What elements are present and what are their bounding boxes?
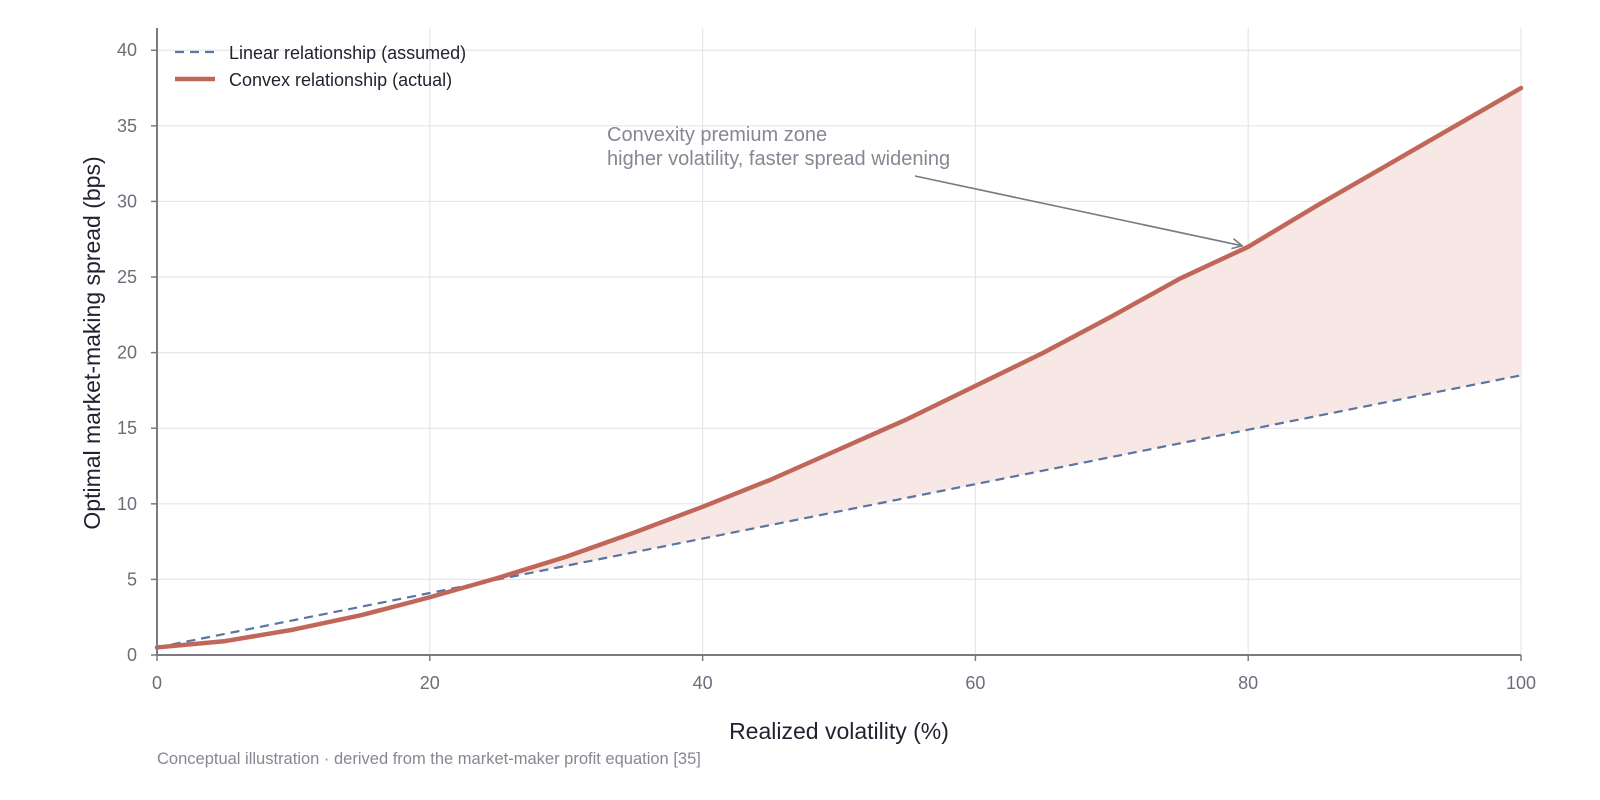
y-tick-label: 10 [117, 494, 137, 514]
annotation-line-2: higher volatility, faster spread widenin… [607, 148, 950, 170]
legend-label-linear: Linear relationship (assumed) [229, 43, 466, 63]
y-tick-label: 40 [117, 40, 137, 60]
series-layer [154, 85, 1524, 650]
x-tick-label: 20 [420, 673, 440, 693]
tick-labels: 0 20 40 60 80 100 0 5 10 15 20 25 30 35 40 [117, 40, 1536, 693]
series-line-convex [154, 85, 1524, 650]
chart-caption: Conceptual illustration · derived from t… [157, 750, 701, 768]
axes [151, 28, 1522, 661]
x-tick-label: 60 [965, 673, 985, 693]
x-tick-label: 40 [693, 673, 713, 693]
y-tick-label: 15 [117, 418, 137, 438]
annotation-arrow [914, 175, 1242, 246]
convexity-fill-layer [484, 88, 1521, 583]
y-tick-label: 30 [117, 191, 137, 211]
legend: Linear relationship (assumed) Convex rel… [175, 43, 466, 90]
y-axis-label: Optimal market-making spread (bps) [79, 156, 105, 529]
y-tick-label: 20 [117, 343, 137, 363]
legend-label-convex: Convex relationship (actual) [229, 70, 452, 90]
annotation-line-1: Convexity premium zone [607, 124, 827, 146]
convexity-premium-fill [484, 88, 1521, 583]
y-tick-label: 5 [127, 569, 137, 589]
series-line-linear [156, 374, 1522, 649]
y-tick-label: 35 [117, 116, 137, 136]
y-tick-label: 25 [117, 267, 137, 287]
y-tick-label: 0 [127, 645, 137, 665]
x-tick-label: 80 [1238, 673, 1258, 693]
x-tick-label: 100 [1506, 673, 1536, 693]
x-axis-label: Realized volatility (%) [729, 718, 949, 744]
x-tick-label: 0 [152, 673, 162, 693]
annotation: Convexity premium zone higher volatility… [607, 124, 1242, 246]
